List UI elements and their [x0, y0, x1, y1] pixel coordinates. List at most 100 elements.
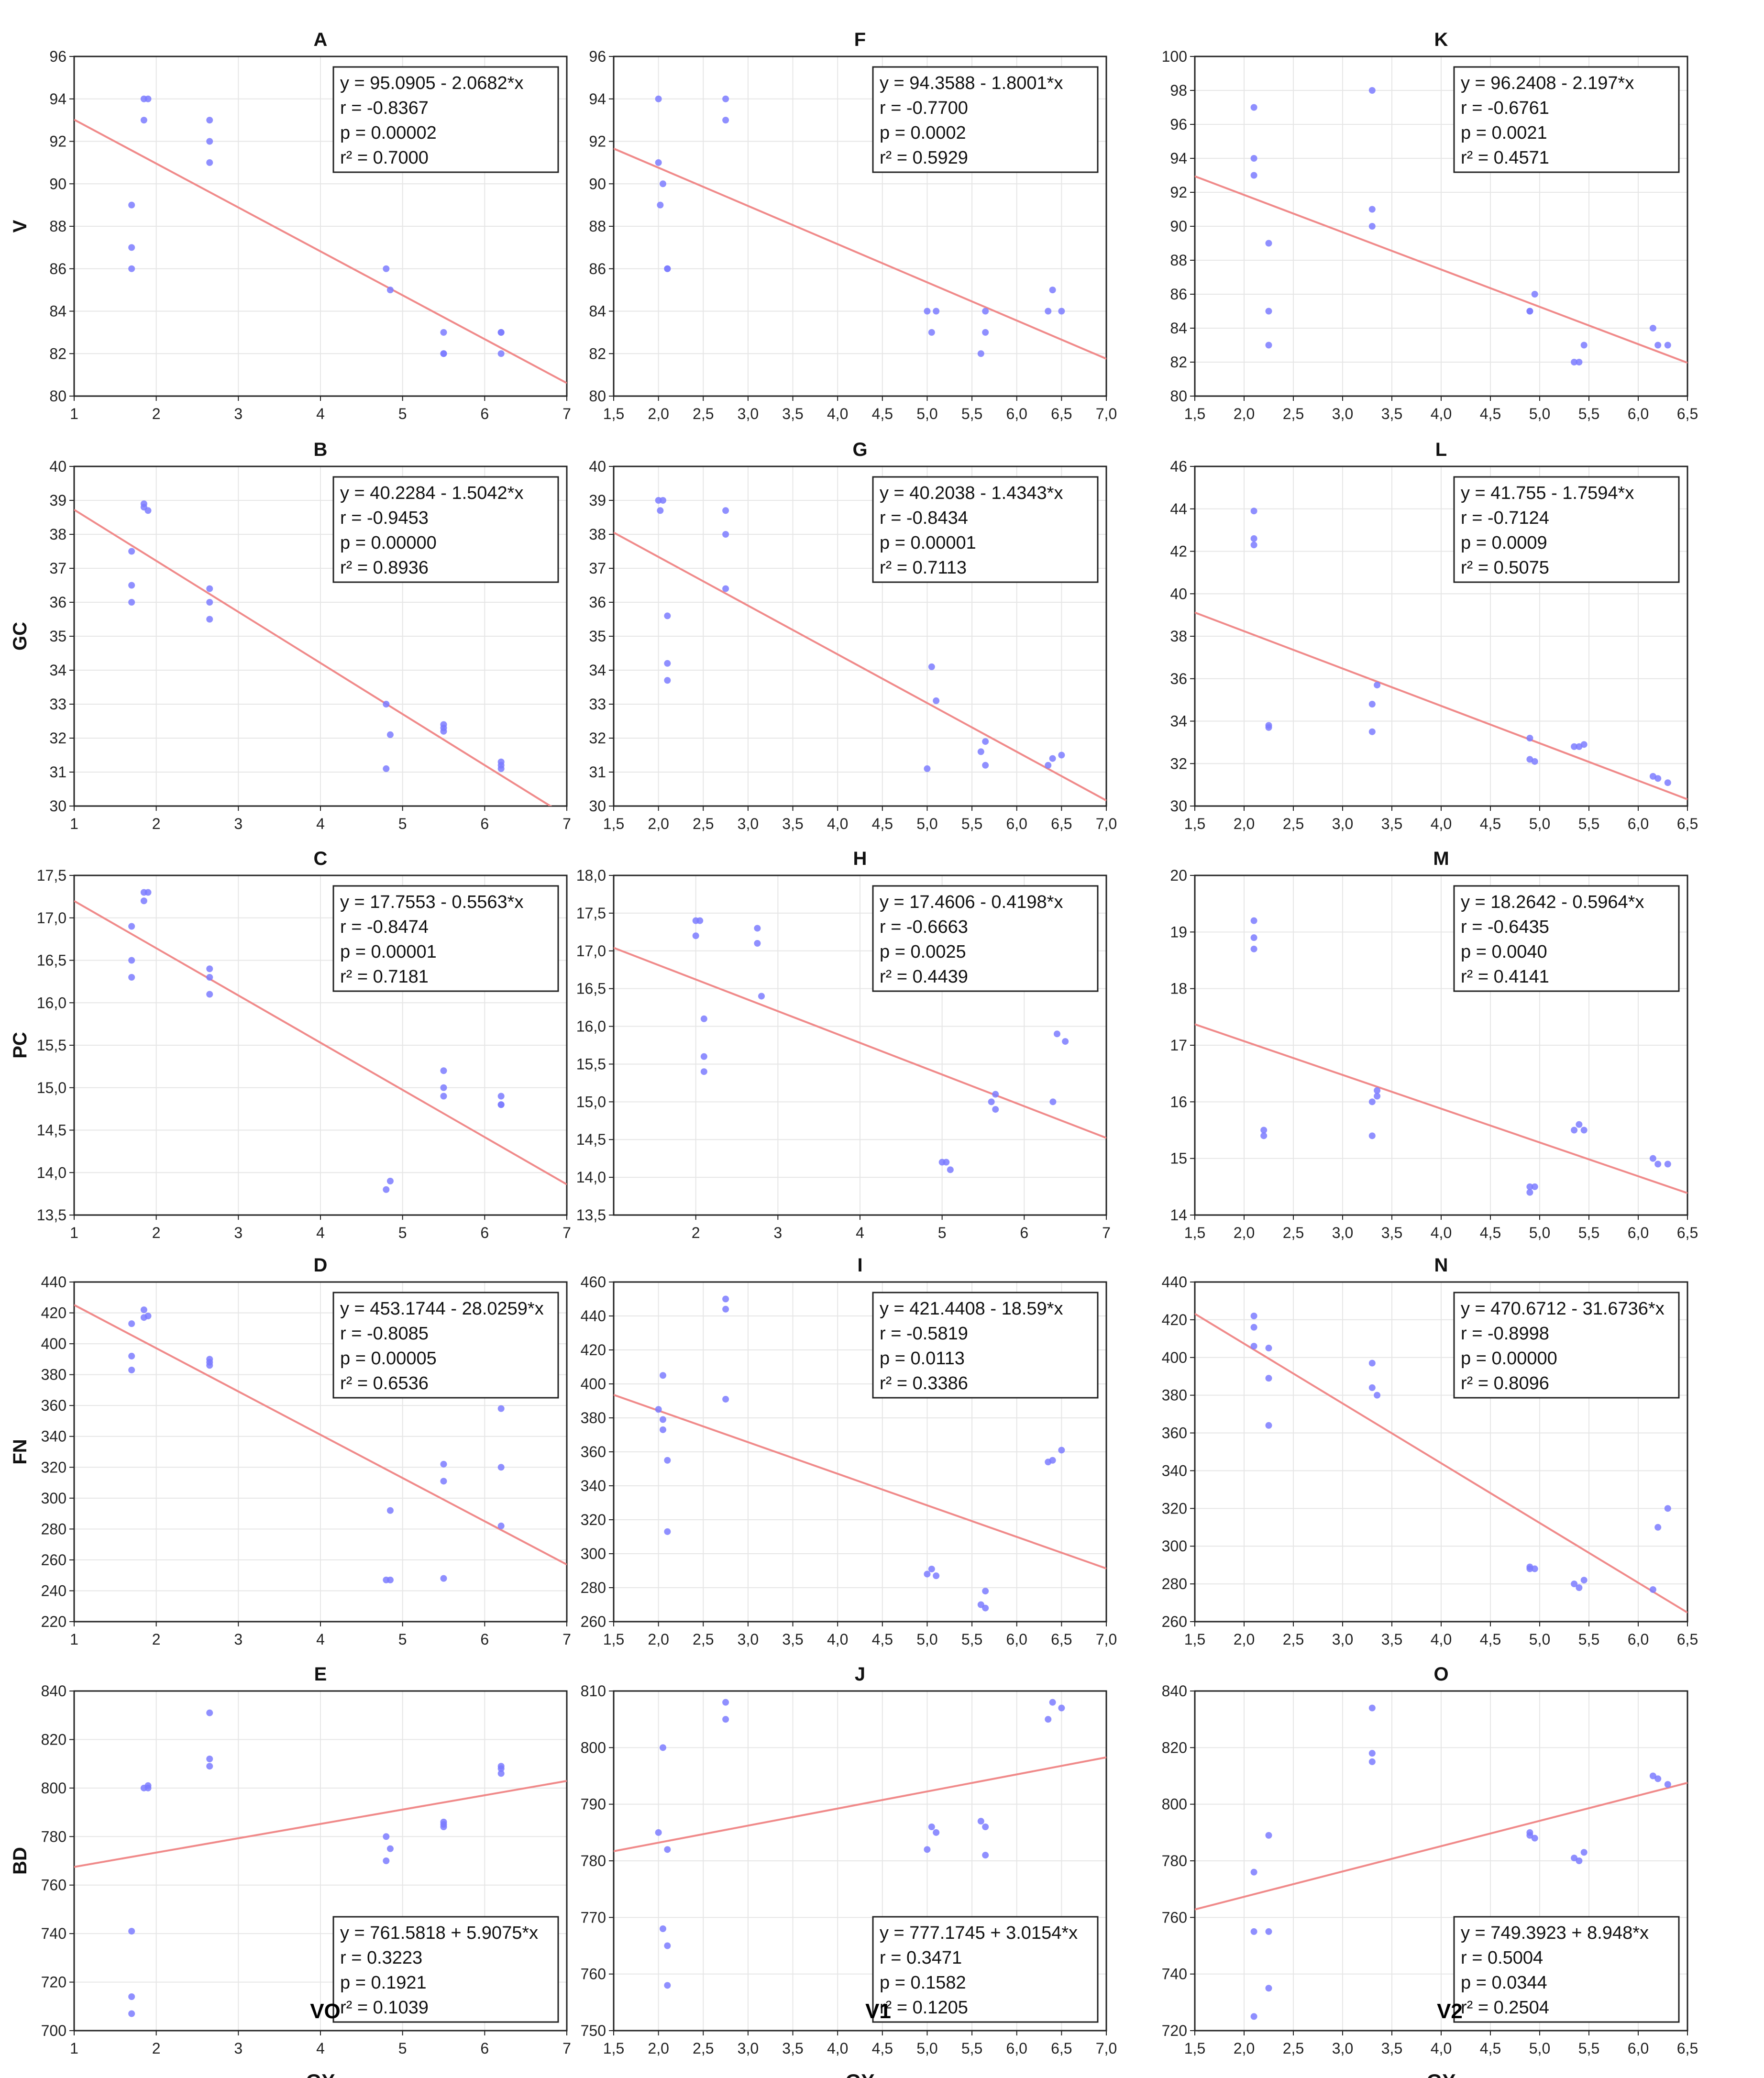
x-tick-label: 4,0 [1431, 405, 1452, 422]
data-point [144, 889, 152, 896]
data-point [700, 1068, 707, 1075]
data-point [128, 2010, 135, 2017]
data-point [1250, 945, 1257, 952]
y-tick-label: 15,5 [576, 1055, 606, 1072]
y-tick-label: 92 [589, 133, 606, 150]
y-tick-label: 36 [1170, 670, 1187, 687]
data-point [1649, 1586, 1656, 1593]
data-point [664, 1942, 671, 1949]
data-point [1526, 1183, 1533, 1190]
y-tick-label: 360 [1162, 1425, 1187, 1442]
plot-frame [1194, 1281, 1688, 1623]
x-tick-label: 2,0 [648, 815, 669, 832]
y-tick-label: 740 [1162, 1966, 1187, 1983]
data-point [664, 1982, 671, 1989]
x-tick-label: 3 [234, 1631, 243, 1648]
data-point [1265, 1375, 1272, 1382]
y-tick-label: 13,5 [576, 1206, 606, 1224]
y-tick-label: 760 [581, 1966, 606, 1983]
y-tick-label: 98 [1170, 82, 1187, 99]
data-point [982, 762, 989, 769]
regression-line [74, 1780, 567, 1868]
data-point [128, 244, 135, 251]
data-point [664, 1528, 671, 1535]
x-tick-label: 6 [480, 1631, 489, 1648]
y-tick-label: 320 [581, 1511, 606, 1528]
y-tick-label: 720 [1162, 2022, 1187, 2039]
data-point [660, 1925, 666, 1932]
data-point [383, 1833, 390, 1840]
data-point [1250, 155, 1257, 162]
data-point [1374, 1093, 1381, 1100]
y-tick-label: 340 [1162, 1462, 1187, 1479]
x-tick-label: 5,5 [1578, 405, 1599, 422]
y-tick-label: 380 [1162, 1387, 1187, 1404]
data-point [1526, 308, 1533, 315]
panel-title: D [314, 1255, 328, 1276]
y-tick-label: 44 [1170, 500, 1187, 518]
regression-line [1195, 175, 1687, 364]
x-tick-label: 6,0 [1628, 815, 1649, 832]
y-tick-label: 440 [1162, 1273, 1187, 1291]
stats-box [332, 885, 559, 992]
data-point [660, 1416, 666, 1423]
stats-line: r² = 0.3386 [880, 1373, 968, 1393]
y-tick-label: 15 [1170, 1150, 1187, 1167]
stats-line: r = -0.6761 [1461, 98, 1549, 118]
y-tick-label: 300 [581, 1545, 606, 1562]
x-tick-label: 4,5 [1480, 1631, 1501, 1648]
regression-line [1195, 1023, 1687, 1194]
panel-title: G [852, 439, 867, 460]
data-point [977, 748, 984, 755]
data-point [664, 660, 671, 667]
x-tick-label: 6,0 [1006, 815, 1027, 832]
x-tick-label: 6 [480, 1224, 489, 1241]
data-point [1265, 724, 1272, 731]
x-tick-label: 4 [316, 1224, 325, 1241]
x-tick-label: 5 [938, 1224, 947, 1241]
data-point [1368, 1384, 1376, 1391]
panel-title: A [314, 29, 328, 50]
y-tick-label: 80 [589, 387, 606, 405]
y-tick-label: 37 [589, 560, 606, 577]
data-point [977, 350, 984, 357]
stats-line: y = 40.2038 - 1.4343*x [880, 483, 1063, 503]
data-point [440, 1460, 447, 1468]
y-tick-label: 16,0 [37, 994, 66, 1011]
x-tick-label: 6 [480, 815, 489, 832]
x-tick-label: 4,0 [827, 1631, 848, 1648]
data-point [722, 585, 729, 592]
y-axis-label: GC [10, 622, 31, 651]
data-point [206, 616, 213, 623]
x-tick-label: 1,5 [1184, 1631, 1205, 1648]
y-tick-label: 790 [581, 1796, 606, 1813]
regression-line [614, 1393, 1106, 1570]
x-tick-label: 2 [692, 1224, 700, 1241]
x-tick-label: 5 [398, 815, 407, 832]
x-tick-label: 3,0 [1332, 2040, 1353, 2057]
data-point [1580, 741, 1588, 748]
stats-line: r² = 0.7181 [340, 967, 429, 987]
panel-k: 1,5 2,0 2,5 3,0 3,5 4,0 4,5 5,0 5,5 6,0 6,5 80 82 84 8… [1162, 29, 1698, 422]
x-tick-label: 5,0 [1529, 2040, 1550, 2057]
data-point [440, 728, 447, 735]
data-point [1049, 1098, 1057, 1105]
panel-title: J [855, 1664, 865, 1685]
data-point [664, 612, 671, 619]
data-point [128, 201, 135, 209]
stats-line: y = 470.6712 - 31.6736*x [1461, 1299, 1665, 1319]
y-tick-label: 92 [49, 133, 66, 150]
y-tick-label: 36 [49, 594, 66, 611]
stats-box [1453, 66, 1680, 173]
data-point [1049, 1699, 1056, 1706]
x-tick-label: 4,5 [872, 405, 893, 422]
data-point [440, 350, 447, 357]
data-point [440, 1821, 447, 1828]
data-point [383, 1186, 390, 1193]
x-tick-label: 1,5 [1184, 1224, 1205, 1241]
data-point [1368, 1132, 1376, 1139]
y-tick-label: 88 [49, 218, 66, 235]
x-tick-label: 2,5 [1283, 405, 1304, 422]
y-tick-label: 40 [49, 458, 66, 475]
